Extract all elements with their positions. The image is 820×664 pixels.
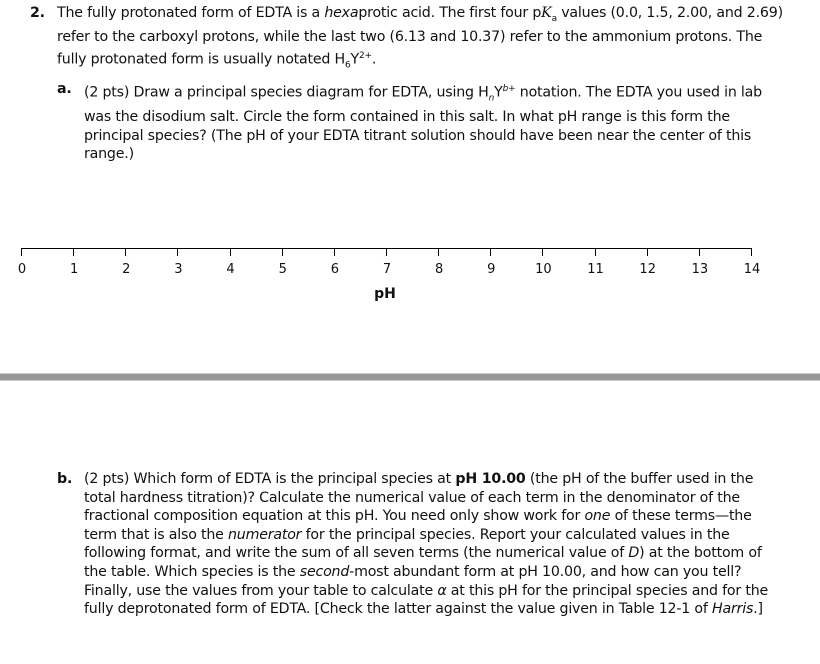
axis-tick [698,248,700,256]
tick-label: 11 [587,262,604,277]
question-2: 2. The fully protonated form of EDTA is … [30,4,790,75]
question-text: (2 pts) Which form of EDTA is the princi… [84,471,769,618]
axis-tick [490,248,492,256]
tick-label: 1 [70,262,79,277]
tick-label: 12 [639,262,656,277]
question-number: 2. [30,5,45,21]
tick-label: 6 [330,262,339,277]
tick-label: 2 [122,262,131,277]
tick-label: 9 [487,262,496,277]
tick-label: 7 [382,262,392,277]
axis-tick [751,248,752,256]
axis-tick [386,248,387,256]
axis-tick [177,248,179,256]
axis-label: pH [374,286,396,302]
question-2a: a. (2 pts) Draw a principal species diag… [57,80,777,164]
tick-label: 14 [743,262,761,277]
question-text: (2 pts) Draw a principal species diagram… [84,84,762,163]
axis-tick [281,248,283,256]
tick-label: 10 [535,262,552,277]
axis-tick [646,248,648,256]
axis-tick [229,248,231,256]
axis-tick [73,248,75,256]
tick-label: 8 [435,262,444,277]
question-number: a. [57,81,72,97]
tick-label: 13 [691,262,709,277]
axis-tick [594,248,596,256]
tick-label: 4 [226,262,235,277]
question-number: b. [57,471,73,487]
tick-label: 0 [17,262,27,277]
axis-tick [125,248,127,256]
axis-tick [333,248,335,256]
ph-axis: 0 1 2 3 4 5 6 7 8 9 10 11 12 13 14 pH [0,240,820,310]
axis-tick [21,248,22,256]
section-divider [0,373,820,381]
tick-label: 3 [174,262,183,277]
tick-label: 5 [278,262,287,277]
axis-tick [542,248,544,256]
question-2b: b. (2 pts) Which form of EDTA is the pri… [57,470,777,619]
axis-tick [438,248,440,256]
question-text: The fully protonated form of EDTA is a h… [57,5,783,71]
